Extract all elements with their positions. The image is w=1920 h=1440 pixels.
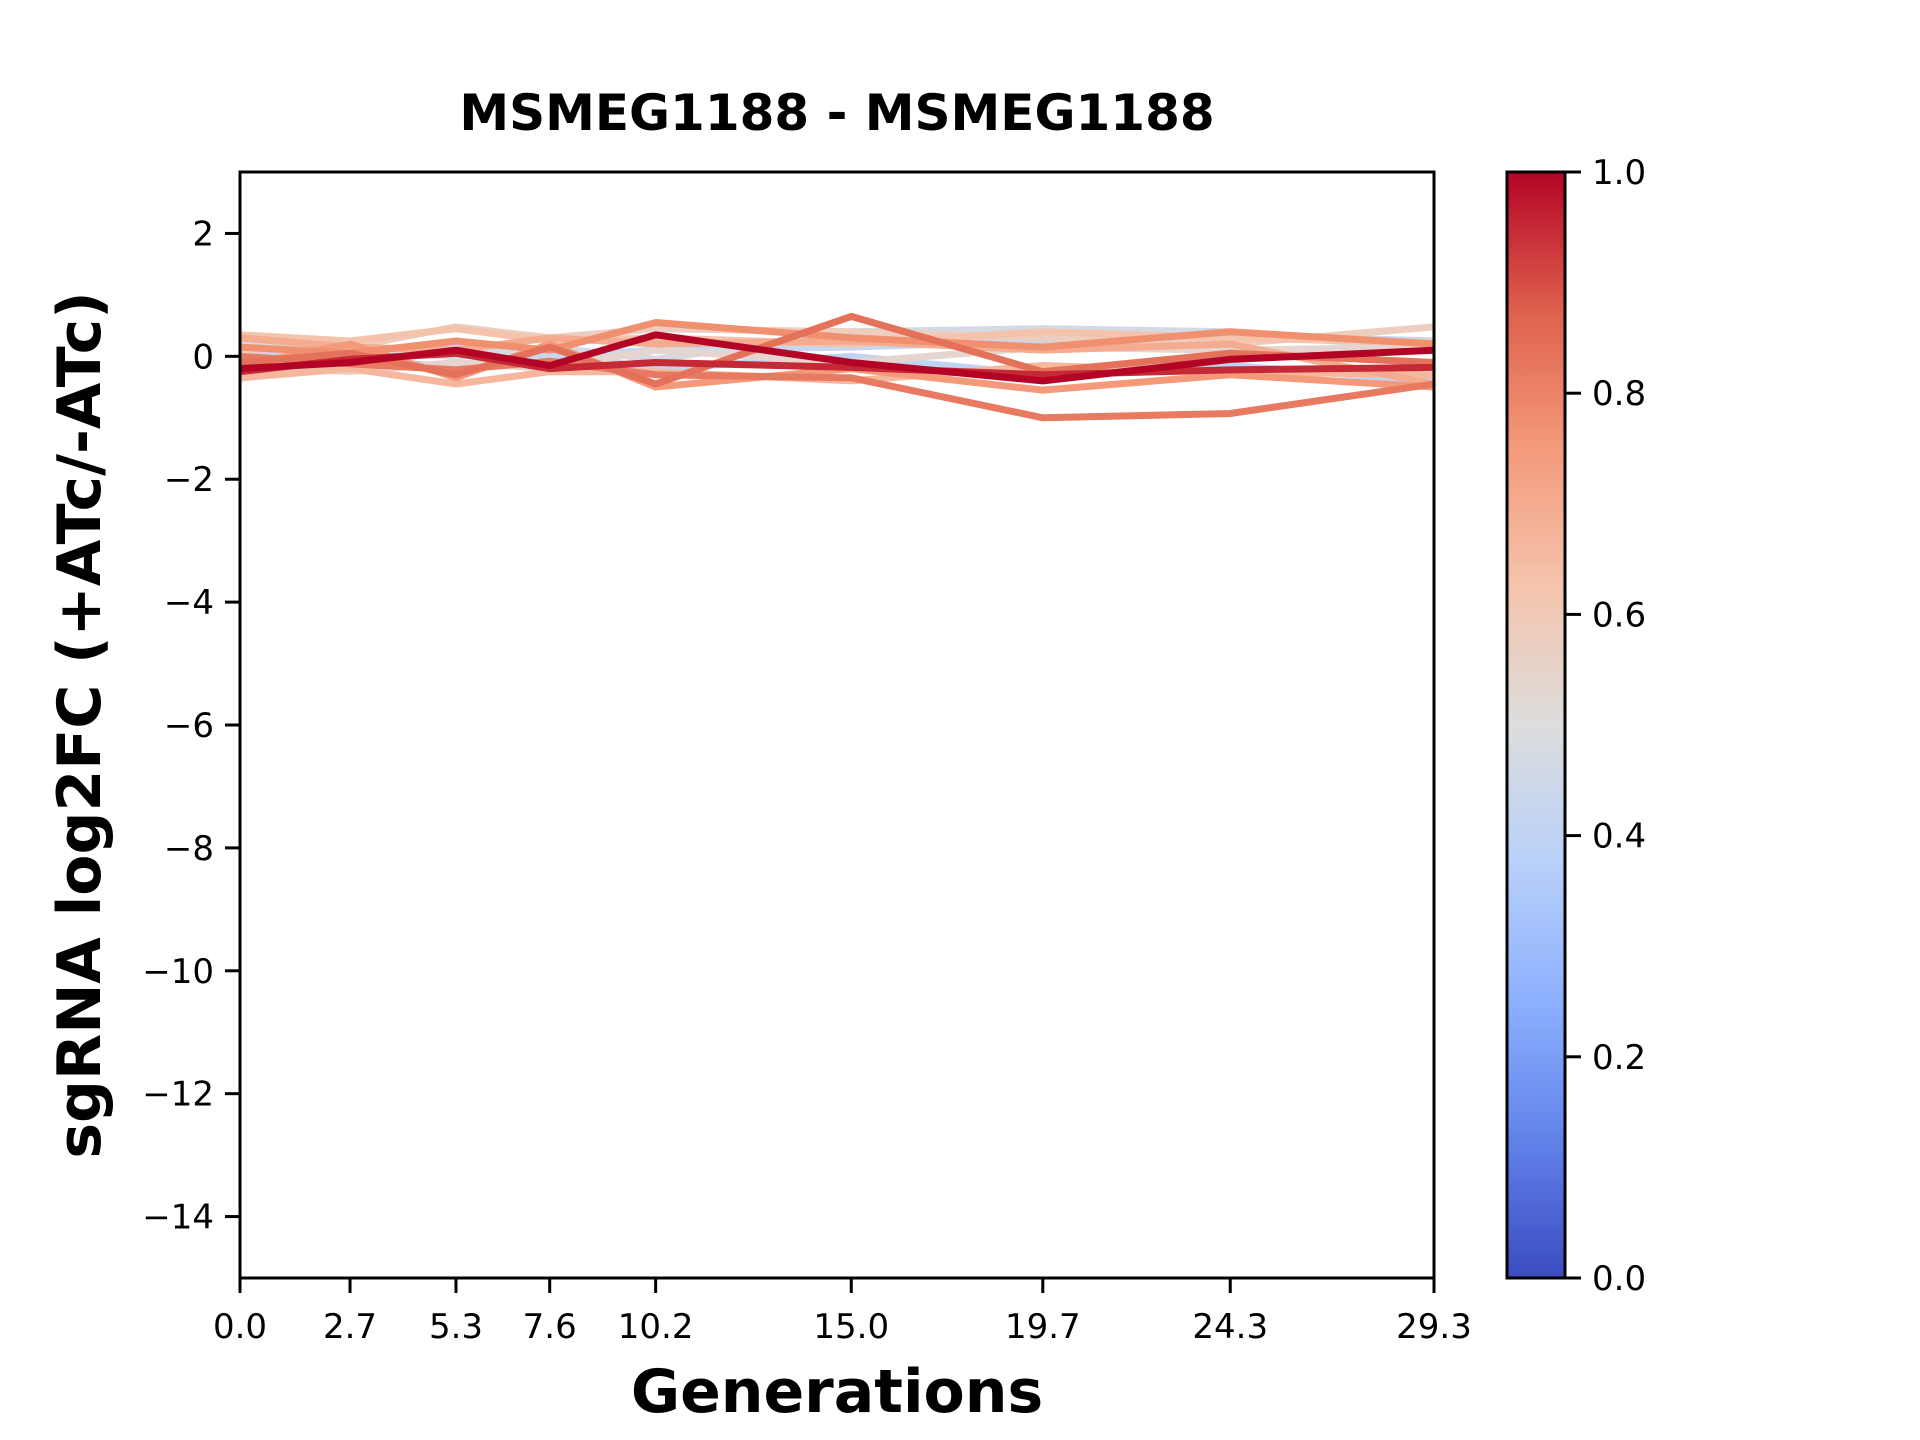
colorbar-tick-label: 0.4 xyxy=(1592,817,1646,857)
colorbar-ticks: 0.0 0.2 0.4 0.6 0.8 1.0 xyxy=(1565,153,1646,1299)
x-tick-label: 10.2 xyxy=(618,1307,694,1347)
y-tick-label: −14 xyxy=(142,1198,214,1238)
sgrna-trace-line xyxy=(240,319,1434,357)
y-tick-label: 0 xyxy=(192,337,214,377)
chart-title: MSMEG1188 - MSMEG1188 xyxy=(459,84,1214,142)
x-axis-label: Generations xyxy=(631,1357,1043,1427)
y-tick-label: −8 xyxy=(164,829,214,869)
sgrna-lines-group xyxy=(240,312,1434,422)
y-tick-label: 2 xyxy=(192,214,214,254)
y-tick-label: −6 xyxy=(164,706,214,746)
x-tick-label: 15.0 xyxy=(813,1307,889,1347)
colorbar xyxy=(1505,170,1567,1280)
x-tick-label: 24.3 xyxy=(1192,1307,1268,1347)
colorbar-tick-label: 0.0 xyxy=(1592,1259,1646,1299)
x-tick-label: 0.0 xyxy=(213,1307,267,1347)
y-tick-label: −4 xyxy=(164,583,214,623)
sgrna-trace-line xyxy=(240,331,1434,385)
y-tick-label: −12 xyxy=(142,1075,214,1115)
y-axis-ticks: 2 0 −2 −4 −6 −8 −10 −12 −14 xyxy=(142,214,240,1238)
y-tick-label: −2 xyxy=(164,460,214,500)
x-tick-label: 5.3 xyxy=(429,1307,483,1347)
y-tick-label: −10 xyxy=(142,952,214,992)
sgrna-trace-line xyxy=(240,352,1434,422)
y-axis-label: sgRNA log2FC (+ATc/-ATc) xyxy=(45,291,115,1158)
x-tick-label: 2.7 xyxy=(323,1307,377,1347)
colorbar-tick-label: 0.8 xyxy=(1592,374,1646,414)
x-tick-label: 7.6 xyxy=(523,1307,577,1347)
colorbar-tick-label: 0.6 xyxy=(1592,595,1646,635)
colorbar-tick-label: 1.0 xyxy=(1592,153,1646,193)
x-tick-label: 29.3 xyxy=(1396,1307,1472,1347)
x-tick-label: 19.7 xyxy=(1005,1307,1081,1347)
x-axis-ticks: 0.0 2.7 5.3 7.6 10.2 15.0 19.7 24.3 29.3 xyxy=(213,1278,1472,1347)
colorbar-tick-label: 0.2 xyxy=(1592,1038,1646,1078)
